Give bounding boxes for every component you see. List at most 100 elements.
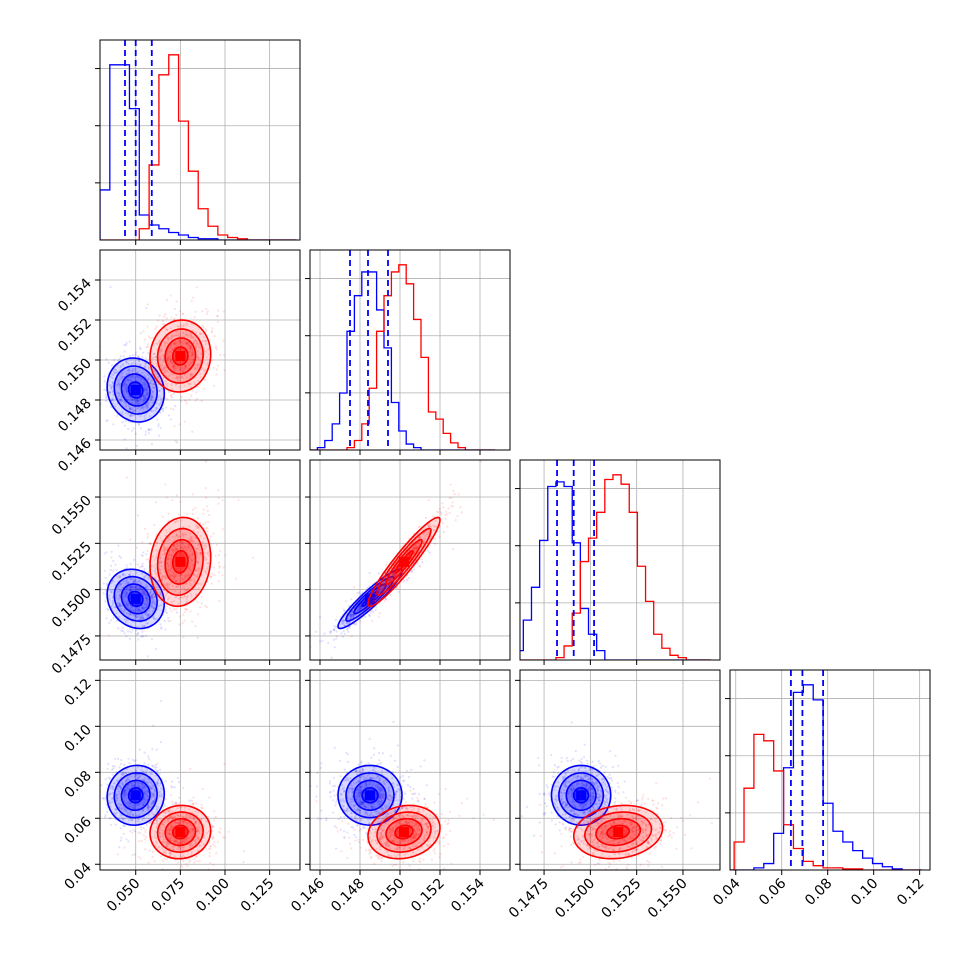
scatter-point bbox=[126, 582, 130, 585]
scatter-point bbox=[108, 597, 111, 601]
scatter-point bbox=[144, 394, 147, 397]
scatter-point bbox=[112, 381, 115, 384]
scatter-point bbox=[352, 622, 355, 625]
scatter-point bbox=[118, 593, 122, 596]
scatter-point bbox=[357, 591, 360, 594]
scatter-point bbox=[152, 598, 155, 601]
scatter-point bbox=[161, 361, 164, 364]
scatter-point bbox=[213, 566, 216, 569]
scatter-point bbox=[183, 367, 186, 370]
scatter-point bbox=[198, 346, 201, 349]
scatter-point bbox=[149, 589, 152, 593]
scatter-point bbox=[147, 366, 150, 369]
scatter-point bbox=[356, 609, 359, 612]
scatter-point bbox=[112, 569, 115, 573]
scatter-point bbox=[152, 593, 155, 596]
scatter-point bbox=[207, 554, 210, 557]
scatter-point bbox=[185, 322, 188, 325]
scatter-point bbox=[119, 556, 122, 559]
scatter-point bbox=[159, 556, 162, 560]
scatter-point bbox=[159, 572, 162, 575]
scatter-point bbox=[145, 585, 148, 588]
scatter-point bbox=[170, 565, 173, 568]
scatter-point bbox=[119, 607, 122, 610]
scatter-point bbox=[185, 342, 188, 345]
scatter-point bbox=[206, 530, 209, 533]
scatter-point bbox=[152, 409, 155, 412]
scatter-point bbox=[102, 592, 105, 595]
scatter-point bbox=[204, 328, 207, 331]
scatter-point bbox=[358, 605, 361, 608]
scatter-point bbox=[172, 343, 175, 346]
scatter-point bbox=[179, 341, 182, 345]
scatter-point bbox=[153, 600, 156, 603]
scatter-point bbox=[161, 397, 164, 400]
scatter-point bbox=[141, 589, 144, 592]
scatter-point bbox=[174, 536, 177, 539]
scatter-point bbox=[145, 593, 148, 596]
scatter-point bbox=[196, 547, 199, 550]
scatter-point bbox=[130, 586, 133, 590]
scatter-point bbox=[372, 582, 375, 585]
scatter-point bbox=[134, 585, 138, 588]
scatter-point bbox=[131, 369, 134, 372]
scatter-point bbox=[142, 366, 146, 369]
scatter-point bbox=[169, 568, 173, 571]
scatter-point bbox=[117, 586, 120, 589]
scatter-point bbox=[134, 432, 137, 435]
scatter-point bbox=[141, 617, 144, 620]
scatter-point bbox=[127, 630, 130, 633]
scatter-point bbox=[140, 635, 143, 638]
scatter-point bbox=[141, 624, 144, 627]
scatter-point bbox=[166, 357, 169, 360]
scatter-point bbox=[130, 398, 133, 401]
scatter-point bbox=[146, 325, 149, 328]
scatter-point bbox=[196, 365, 199, 368]
scatter-point bbox=[132, 361, 135, 364]
scatter-point bbox=[170, 560, 173, 564]
scatter-point bbox=[159, 397, 162, 400]
scatter-point bbox=[147, 428, 150, 431]
scatter-point bbox=[168, 538, 171, 541]
scatter-point bbox=[349, 614, 353, 617]
scatter-point bbox=[187, 382, 190, 385]
scatter-point bbox=[199, 552, 202, 555]
scatter-point bbox=[181, 313, 184, 316]
scatter-point bbox=[176, 585, 179, 588]
scatter-point bbox=[175, 367, 178, 370]
scatter-point bbox=[203, 350, 206, 353]
scatter-point bbox=[162, 367, 165, 370]
scatter-point bbox=[152, 606, 155, 610]
scatter-point bbox=[162, 322, 165, 325]
scatter-point bbox=[170, 553, 173, 556]
scatter-point bbox=[175, 534, 178, 537]
scatter-point bbox=[169, 358, 172, 361]
scatter-point bbox=[178, 615, 182, 618]
scatter-point bbox=[132, 367, 135, 370]
scatter-point bbox=[175, 377, 178, 380]
scatter-point bbox=[172, 600, 175, 603]
scatter-point bbox=[157, 423, 160, 426]
scatter-point bbox=[189, 372, 193, 375]
scatter-point bbox=[187, 364, 191, 367]
scatter-point bbox=[388, 579, 392, 582]
scatter-point bbox=[185, 548, 188, 551]
scatter-point bbox=[165, 328, 169, 332]
scatter-point bbox=[332, 629, 336, 632]
scatter-point bbox=[139, 415, 142, 418]
scatter-point bbox=[178, 339, 182, 342]
scatter-point bbox=[119, 385, 122, 388]
scatter-point bbox=[118, 584, 121, 588]
scatter-point bbox=[391, 574, 394, 577]
scatter-point bbox=[134, 394, 137, 397]
scatter-point bbox=[168, 583, 171, 586]
scatter-point bbox=[146, 622, 149, 625]
scatter-point bbox=[197, 362, 200, 365]
scatter-point bbox=[128, 574, 131, 577]
scatter-point bbox=[169, 358, 172, 362]
scatter-point bbox=[191, 540, 194, 543]
scatter-point bbox=[194, 569, 197, 572]
scatter-point bbox=[188, 567, 191, 571]
scatter-point bbox=[134, 587, 137, 590]
scatter-point bbox=[130, 613, 133, 616]
